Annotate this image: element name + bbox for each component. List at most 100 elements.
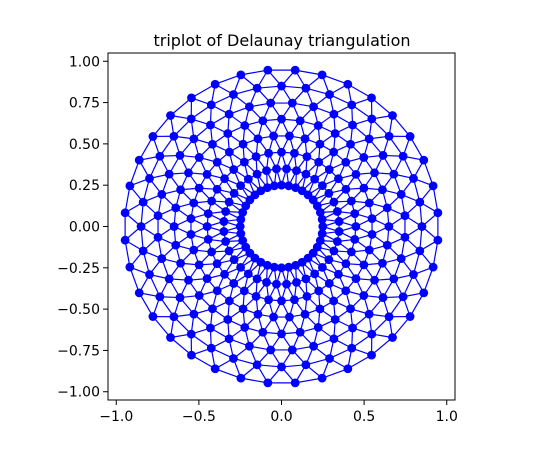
mesh-point bbox=[318, 181, 327, 190]
mesh-point bbox=[365, 310, 374, 319]
mesh-point bbox=[343, 364, 352, 373]
mesh-point bbox=[365, 199, 374, 208]
mesh-point bbox=[166, 333, 175, 342]
mesh-point bbox=[330, 198, 339, 207]
mesh-point bbox=[165, 170, 174, 179]
mesh-point bbox=[236, 70, 245, 79]
axes-frame bbox=[108, 53, 455, 400]
mesh-point bbox=[207, 197, 216, 206]
mesh-point bbox=[303, 292, 312, 301]
mesh-point bbox=[155, 152, 164, 161]
mesh-point bbox=[292, 278, 301, 287]
y-tick-label: 0.75 bbox=[69, 96, 100, 112]
mesh-point bbox=[121, 236, 130, 245]
mesh-point bbox=[418, 222, 427, 231]
mesh-point bbox=[389, 274, 398, 283]
mesh-point bbox=[288, 346, 297, 355]
mesh-point bbox=[335, 217, 344, 226]
mesh-point bbox=[221, 237, 230, 246]
mesh-point bbox=[316, 140, 325, 149]
mesh-point bbox=[301, 84, 310, 93]
mesh-point bbox=[325, 90, 334, 99]
y-tick-label: −0.75 bbox=[57, 343, 100, 359]
mesh-point bbox=[213, 286, 222, 295]
mesh-point bbox=[429, 181, 438, 190]
mesh-point bbox=[409, 270, 418, 279]
mesh-point bbox=[176, 151, 185, 160]
mesh-point bbox=[325, 165, 334, 174]
mesh-point bbox=[314, 287, 323, 296]
mesh-point bbox=[225, 110, 234, 119]
mesh-point bbox=[318, 70, 327, 79]
mesh-point bbox=[145, 174, 154, 183]
mesh-point bbox=[170, 222, 179, 231]
y-tick-label: 0.00 bbox=[69, 220, 100, 236]
mesh-point bbox=[359, 184, 368, 193]
mesh-point bbox=[378, 259, 387, 268]
mesh-point bbox=[277, 363, 286, 372]
mesh-point bbox=[388, 111, 397, 120]
mesh-point bbox=[170, 312, 179, 321]
mesh-point bbox=[342, 259, 351, 268]
mesh-point bbox=[189, 310, 198, 319]
mesh-point bbox=[189, 246, 198, 255]
x-tick-label: 0.0 bbox=[270, 409, 292, 425]
mesh-point bbox=[176, 293, 185, 302]
mesh-point bbox=[187, 230, 196, 239]
x-tick-label: 0.5 bbox=[353, 409, 375, 425]
mesh-point bbox=[341, 158, 350, 167]
mesh-point bbox=[195, 261, 204, 270]
mesh-point bbox=[401, 233, 410, 242]
mesh-point bbox=[187, 115, 196, 124]
mesh-point bbox=[368, 230, 377, 239]
mesh-point bbox=[184, 168, 193, 177]
mesh-point bbox=[184, 276, 193, 285]
mesh-point bbox=[379, 293, 388, 302]
mesh-point bbox=[203, 222, 212, 231]
mesh-point bbox=[365, 246, 374, 255]
mesh-point bbox=[352, 170, 361, 179]
y-tick-label: 0.50 bbox=[69, 137, 100, 153]
mesh-point bbox=[401, 211, 410, 220]
mesh-point bbox=[350, 209, 359, 218]
mesh-point bbox=[325, 279, 334, 288]
mesh-point bbox=[154, 211, 163, 220]
mesh-point bbox=[203, 274, 212, 283]
mesh-point bbox=[230, 255, 239, 264]
mesh-point bbox=[399, 292, 408, 301]
mesh-point bbox=[347, 248, 356, 257]
mesh-point bbox=[329, 148, 338, 157]
mesh-point bbox=[262, 278, 271, 287]
mesh-point bbox=[221, 207, 230, 216]
mesh-point bbox=[302, 170, 311, 179]
mesh-point bbox=[208, 304, 217, 313]
mesh-point bbox=[236, 374, 245, 383]
mesh-point bbox=[310, 175, 319, 184]
x-tick-label: −1.0 bbox=[99, 409, 133, 425]
mesh-point bbox=[385, 312, 394, 321]
mesh-point bbox=[330, 247, 339, 256]
mesh-point bbox=[266, 346, 275, 355]
mesh-point bbox=[367, 94, 376, 103]
mesh-point bbox=[165, 274, 174, 283]
mesh-point bbox=[359, 153, 368, 162]
mesh-point bbox=[206, 324, 215, 333]
mesh-point bbox=[347, 344, 356, 353]
mesh-point bbox=[333, 207, 342, 216]
mesh-point bbox=[324, 189, 333, 198]
mesh-point bbox=[399, 152, 408, 161]
mesh-point bbox=[370, 168, 379, 177]
mesh-point bbox=[245, 342, 254, 351]
mesh-point bbox=[335, 227, 344, 236]
mesh-point bbox=[415, 246, 424, 255]
mesh-point bbox=[385, 222, 394, 231]
mesh-point bbox=[240, 287, 249, 296]
mesh-point bbox=[296, 328, 305, 337]
mesh-point bbox=[331, 129, 340, 138]
mesh-point bbox=[253, 84, 262, 93]
mesh-point bbox=[211, 364, 220, 373]
mesh-point bbox=[419, 288, 428, 297]
mesh-point bbox=[254, 134, 263, 143]
mesh-point bbox=[206, 121, 215, 130]
mesh-point bbox=[359, 261, 368, 270]
